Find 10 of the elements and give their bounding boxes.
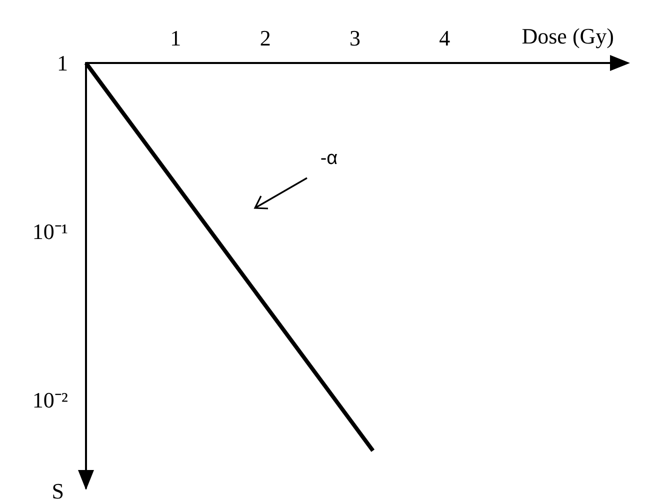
y-tick-label: 1 bbox=[57, 50, 68, 76]
x-tick-label: 1 bbox=[170, 26, 182, 50]
x-tick-label: 4 bbox=[439, 26, 450, 50]
annotation: -α bbox=[320, 148, 338, 169]
x-axis-title: Dose (Gy) bbox=[522, 24, 614, 48]
y-tick-label: 10⁻¹ bbox=[32, 218, 68, 244]
y-axis-title: S bbox=[52, 478, 64, 502]
y-tick-label: 10⁻² bbox=[32, 387, 68, 412]
x-tick-label: 3 bbox=[350, 26, 360, 50]
x-tick-label: 2 bbox=[260, 26, 271, 50]
